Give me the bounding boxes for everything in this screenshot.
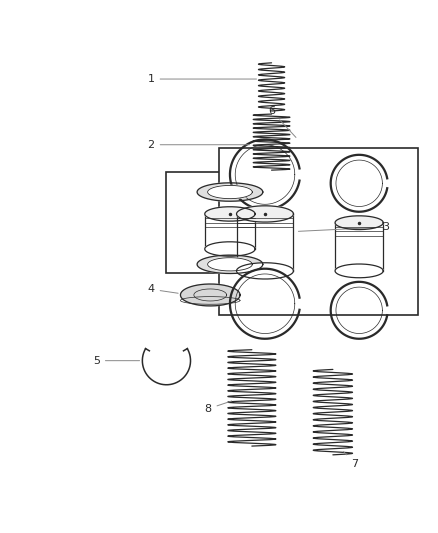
Bar: [237, 214, 293, 271]
Text: 3: 3: [298, 222, 389, 232]
Text: 2: 2: [148, 140, 250, 150]
Bar: [205, 214, 255, 249]
Polygon shape: [205, 242, 255, 256]
Polygon shape: [197, 183, 263, 201]
Polygon shape: [237, 263, 293, 279]
Bar: [219, 148, 418, 314]
Polygon shape: [335, 264, 383, 278]
Text: 5: 5: [93, 356, 140, 366]
Polygon shape: [197, 255, 263, 273]
Polygon shape: [208, 185, 252, 199]
Polygon shape: [180, 284, 240, 306]
Bar: [335, 223, 383, 271]
Text: 7: 7: [343, 451, 358, 469]
Polygon shape: [205, 207, 255, 221]
Text: 6: 6: [268, 106, 296, 138]
Polygon shape: [208, 257, 252, 271]
Polygon shape: [335, 216, 383, 230]
Bar: [166, 172, 293, 273]
Text: 1: 1: [148, 74, 257, 84]
Text: 4: 4: [148, 284, 178, 294]
Polygon shape: [237, 206, 293, 222]
Text: 8: 8: [205, 401, 232, 414]
